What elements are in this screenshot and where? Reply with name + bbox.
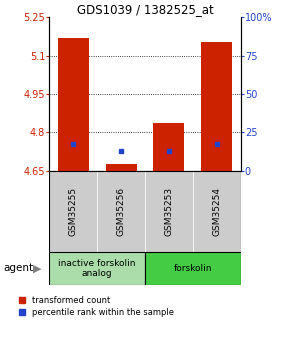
Title: GDS1039 / 1382525_at: GDS1039 / 1382525_at	[77, 3, 213, 16]
Bar	[201, 41, 232, 171]
Bar	[58, 38, 89, 171]
Text: inactive forskolin
analog: inactive forskolin analog	[58, 258, 136, 278]
Text: GSM35253: GSM35253	[164, 187, 173, 236]
Text: GSM35255: GSM35255	[69, 187, 78, 236]
Bar	[49, 171, 97, 252]
Text: GSM35256: GSM35256	[117, 187, 126, 236]
Text: forskolin: forskolin	[174, 264, 212, 273]
Text: agent: agent	[3, 263, 33, 273]
Text: ▶: ▶	[33, 263, 42, 273]
Bar	[193, 171, 241, 252]
Bar	[145, 252, 241, 285]
Bar	[145, 171, 193, 252]
Text: GSM35254: GSM35254	[212, 187, 221, 236]
Bar	[106, 164, 137, 171]
Bar	[97, 171, 145, 252]
Bar	[153, 124, 184, 171]
Bar	[49, 252, 145, 285]
Legend: transformed count, percentile rank within the sample: transformed count, percentile rank withi…	[19, 296, 174, 317]
